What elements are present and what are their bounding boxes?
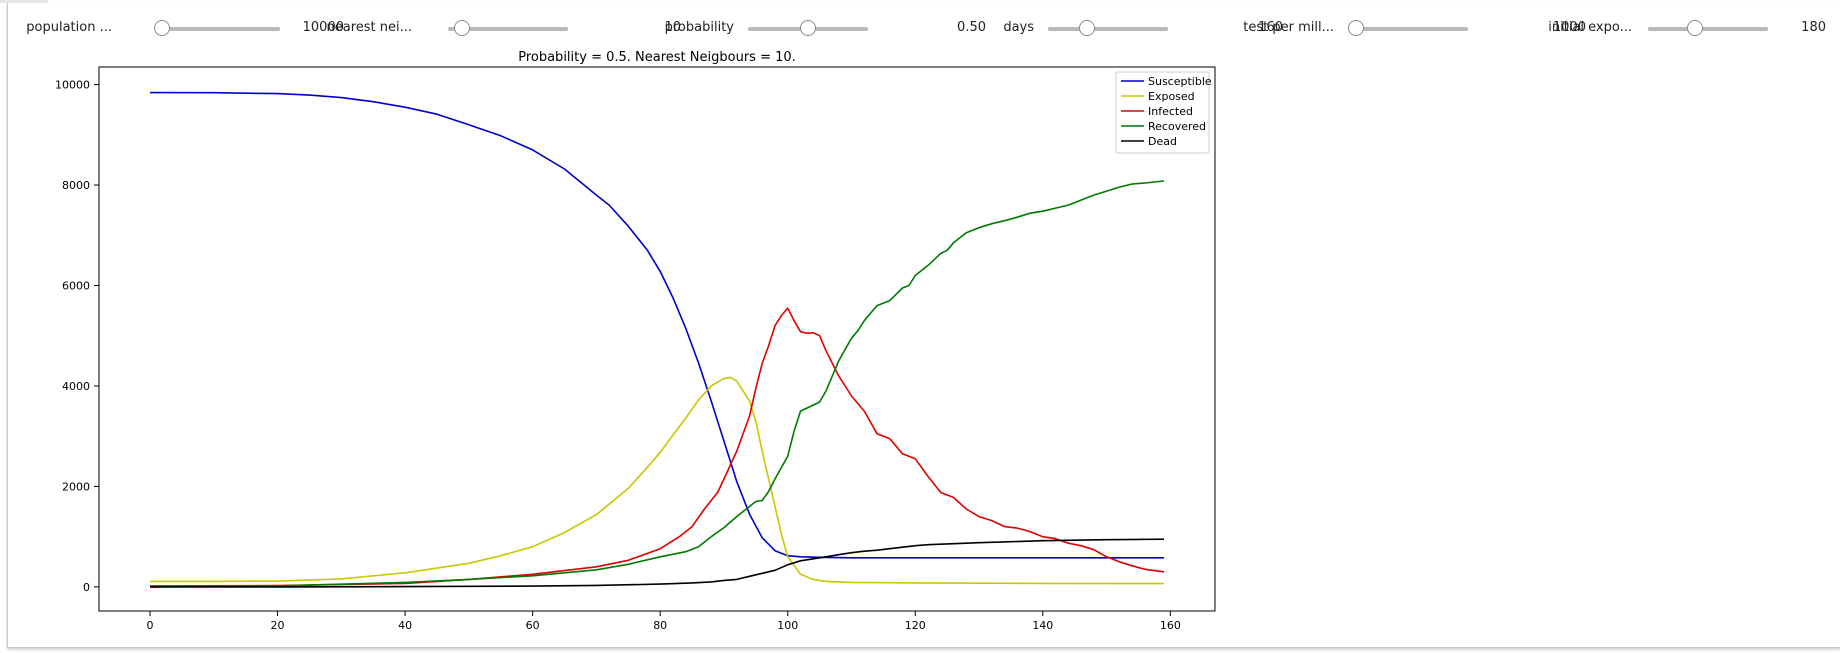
control-label: test per mill... xyxy=(1243,20,1334,35)
slider-track[interactable] xyxy=(162,27,280,31)
x-axis: 0 20 40 60 80 100 120 140 160 xyxy=(147,611,1181,632)
control-population: population ... 10000 xyxy=(12,14,344,44)
y-tick-label: 2000 xyxy=(62,480,90,493)
legend: Susceptible Exposed Infected Recovered Dead xyxy=(1115,71,1212,154)
slider-thumb[interactable] xyxy=(154,20,170,36)
x-tick-label: 80 xyxy=(653,619,667,632)
x-tick-label: 0 xyxy=(147,619,154,632)
x-tick-label: 40 xyxy=(398,619,412,632)
x-tick-label: 20 xyxy=(271,619,285,632)
control-test-per-million: test per mill... 1000 xyxy=(1234,14,1586,44)
series-line-infected xyxy=(149,307,1165,587)
y-tick-label: 8000 xyxy=(62,179,90,192)
slider-thumb[interactable] xyxy=(454,20,470,36)
control-label: population ... xyxy=(26,20,112,35)
y-tick-label: 6000 xyxy=(62,280,90,293)
control-label: initial expo... xyxy=(1548,20,1632,35)
legend-label-dead: Dead xyxy=(1148,135,1177,148)
slider-controls: population ... 10000 nearest nei... 10 p… xyxy=(0,14,1840,44)
slider-track[interactable] xyxy=(1348,27,1468,31)
control-value: 1000 xyxy=(1552,20,1586,35)
slider-thumb[interactable] xyxy=(1079,20,1095,36)
x-tick-label: 160 xyxy=(1160,619,1181,632)
y-tick-label: 0 xyxy=(83,581,90,594)
control-days: days 160 xyxy=(934,14,1283,44)
control-probability: probability 0.50 xyxy=(634,14,986,44)
slider-thumb[interactable] xyxy=(800,20,816,36)
control-initial-exposed: initial expo... 180 xyxy=(1532,14,1832,44)
control-value: 0.50 xyxy=(957,20,986,35)
series-lines xyxy=(149,91,1165,588)
slider-thumb[interactable] xyxy=(1348,20,1364,36)
slider-track[interactable] xyxy=(448,27,568,31)
plot-area-frame xyxy=(98,66,1216,612)
output-frame xyxy=(7,3,1840,648)
control-value: 160 xyxy=(1258,20,1283,35)
y-tick-label: 4000 xyxy=(62,380,90,393)
y-axis: 0 2000 4000 6000 8000 10000 xyxy=(55,79,99,594)
series-line-dead xyxy=(150,538,1165,588)
control-label: days xyxy=(1003,20,1034,35)
slider-track[interactable] xyxy=(1648,27,1768,31)
control-nearest-neighbours: nearest nei... 10 xyxy=(312,14,681,44)
control-label: nearest nei... xyxy=(326,20,412,35)
legend-label-exposed: Exposed xyxy=(1148,90,1195,103)
legend-label-susceptible: Susceptible xyxy=(1148,75,1212,88)
series-line-susceptible xyxy=(149,91,1164,559)
legend-label-infected: Infected xyxy=(1148,105,1193,118)
slider-thumb[interactable] xyxy=(1687,20,1703,36)
x-tick-label: 120 xyxy=(905,619,926,632)
slider-track[interactable] xyxy=(1048,27,1168,31)
control-value: 10 xyxy=(664,20,681,35)
legend-box xyxy=(1115,71,1210,154)
series-line-exposed xyxy=(150,376,1165,585)
corner-tab xyxy=(0,0,48,3)
legend-label-recovered: Recovered xyxy=(1148,120,1206,133)
control-value: 180 xyxy=(1801,20,1826,35)
control-label: probability xyxy=(664,20,734,35)
series-line-recovered xyxy=(149,180,1165,588)
x-tick-label: 140 xyxy=(1032,619,1053,632)
control-value: 10000 xyxy=(302,20,344,35)
x-tick-label: 100 xyxy=(777,619,798,632)
x-tick-label: 60 xyxy=(526,619,540,632)
y-tick-label: 10000 xyxy=(55,79,90,92)
chart-title: Probability = 0.5. Nearest Neigbours = 1… xyxy=(518,50,796,65)
